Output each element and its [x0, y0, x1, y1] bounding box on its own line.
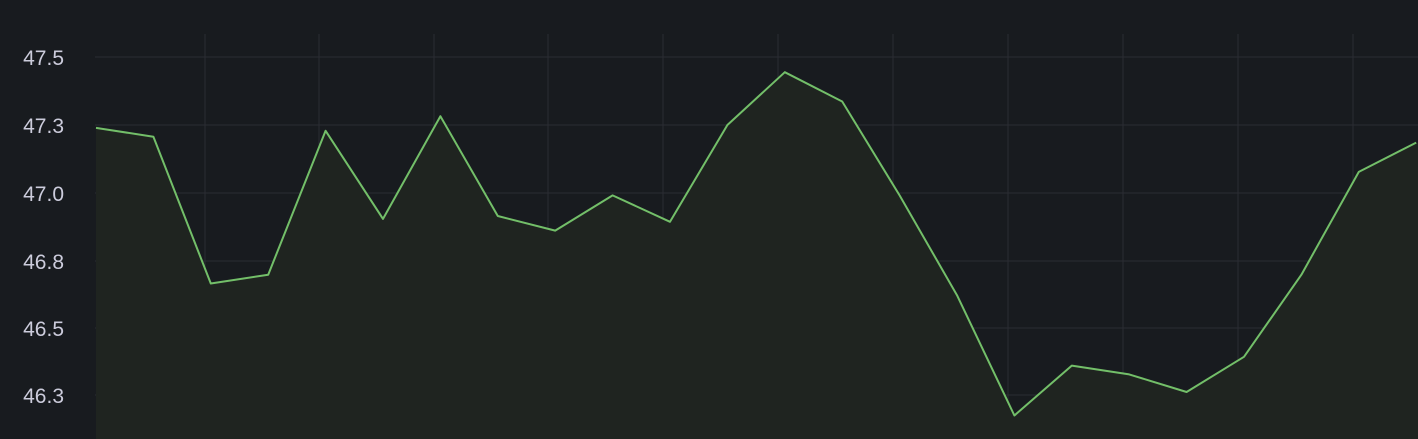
area-fill-layer — [96, 72, 1418, 439]
series-line — [95, 71, 1417, 417]
y-tick-label: 47.0 — [23, 183, 64, 206]
y-tick-label: 46.8 — [23, 251, 64, 274]
series-line-layer — [95, 71, 1417, 417]
y-tick-label: 46.3 — [23, 385, 64, 408]
area-fill — [96, 72, 1418, 439]
y-tick-label: 46.5 — [23, 318, 64, 341]
y-axis: 47.5 47.3 47.0 46.8 46.5 46.3 — [23, 47, 64, 408]
y-tick-label: 47.5 — [23, 47, 64, 70]
y-tick-label: 47.3 — [23, 115, 64, 138]
